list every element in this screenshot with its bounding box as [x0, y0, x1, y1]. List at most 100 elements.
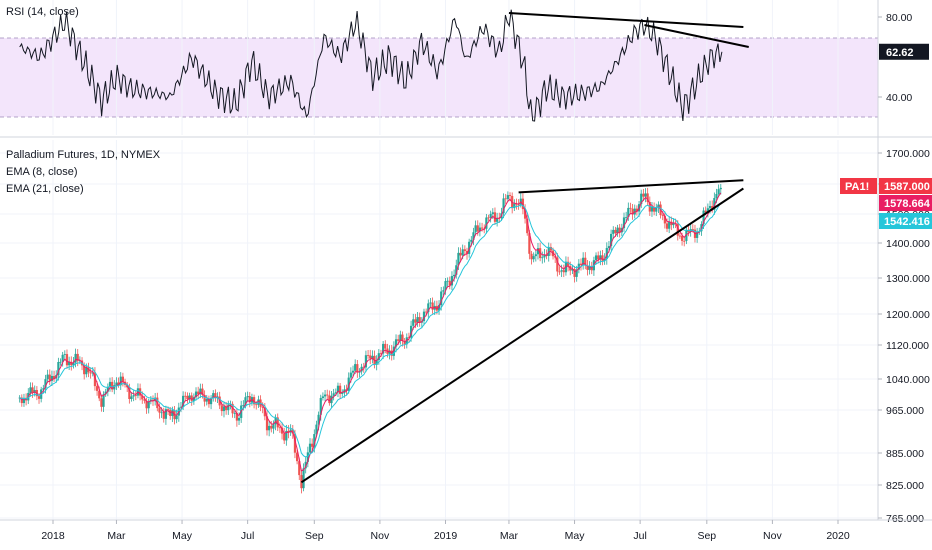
candle [244, 392, 247, 409]
candle [65, 349, 69, 369]
legend-ema-8: EMA (8, close) [6, 166, 78, 178]
candle-body [347, 377, 350, 391]
candle-body [304, 461, 307, 469]
candle-body [530, 253, 533, 260]
candle-body [521, 198, 525, 210]
candle-body [582, 257, 585, 265]
candle-body [115, 382, 118, 386]
candle-body [37, 396, 41, 399]
candle-body [179, 406, 183, 408]
candle [100, 394, 103, 412]
candle-body [265, 416, 269, 431]
candle [336, 382, 340, 398]
candle-body [194, 391, 198, 398]
candle [225, 401, 228, 415]
candle [59, 358, 62, 366]
candle-body [586, 265, 589, 270]
price-tick-label: 885.000 [886, 448, 924, 460]
candle [102, 391, 105, 412]
candle-body [160, 412, 163, 414]
candle-body [556, 257, 559, 272]
candle [444, 278, 447, 295]
candle-body [579, 263, 583, 265]
candle-body [190, 395, 193, 401]
candle [605, 242, 608, 265]
price-grid [0, 140, 878, 520]
candle [489, 210, 492, 223]
candle-body [476, 225, 479, 232]
candle-body [111, 381, 114, 390]
candle [640, 189, 643, 209]
candle [207, 395, 211, 408]
price-tick-label: 1040.000 [886, 374, 930, 386]
candle-body [321, 396, 325, 399]
candle [534, 249, 537, 262]
candle [616, 224, 619, 237]
candle-body [298, 461, 301, 476]
candle [427, 299, 430, 318]
candle-body [366, 355, 370, 357]
candle [278, 422, 281, 433]
candle [384, 340, 387, 354]
candle [683, 237, 686, 247]
candle [371, 350, 374, 364]
candle-body [78, 360, 81, 362]
candle-body [702, 210, 705, 225]
time-tick-label: Jul [241, 530, 254, 542]
candle [562, 264, 565, 278]
candle-body [252, 397, 256, 405]
candle-body [528, 233, 531, 254]
candle [149, 396, 152, 405]
candle-body [429, 302, 432, 304]
candle-body [278, 427, 281, 429]
candle-body [377, 353, 380, 361]
candle-body [465, 250, 469, 254]
candle [205, 394, 208, 406]
candle [513, 199, 516, 211]
price-trendline [300, 187, 744, 484]
candle [528, 229, 531, 260]
candle-body [371, 355, 374, 359]
candle-body [412, 319, 415, 326]
candle [678, 232, 682, 239]
candle [197, 386, 200, 400]
candle [231, 401, 234, 418]
candle [302, 463, 305, 492]
price-tick-label: 825.000 [886, 480, 924, 492]
candle [194, 387, 198, 401]
price-pane: Palladium Futures, 1D, NYMEX EMA (8, clo… [0, 140, 878, 520]
candle [588, 261, 591, 275]
candle [582, 252, 585, 270]
candle-body [68, 361, 71, 366]
candle-body [431, 302, 434, 310]
time-tick-label: Nov [763, 530, 782, 542]
candle-body [650, 207, 654, 212]
candle-body [534, 254, 537, 257]
candle-body [311, 443, 314, 447]
time-tick-label: Jul [633, 530, 646, 542]
candle-body [209, 397, 213, 405]
candle [89, 367, 92, 379]
candle [631, 203, 634, 220]
candle-body [627, 207, 630, 218]
candle-body [653, 207, 656, 212]
candle [597, 251, 600, 264]
candle [48, 369, 51, 386]
candle-body [605, 247, 608, 259]
candle-body [175, 415, 178, 420]
candle-body [504, 198, 507, 200]
candle [199, 383, 202, 399]
ema-8-line [19, 192, 722, 472]
rsi-line [19, 9, 723, 122]
candle-body [713, 198, 716, 210]
candle [506, 191, 509, 202]
symbol-tag [840, 178, 877, 194]
candle-body [457, 252, 460, 266]
candle-body [622, 217, 626, 229]
candle-body [442, 290, 445, 292]
candle-body [665, 223, 669, 229]
candle [134, 390, 137, 401]
candle [530, 250, 533, 265]
candle-body [220, 405, 223, 412]
candle [106, 383, 109, 397]
